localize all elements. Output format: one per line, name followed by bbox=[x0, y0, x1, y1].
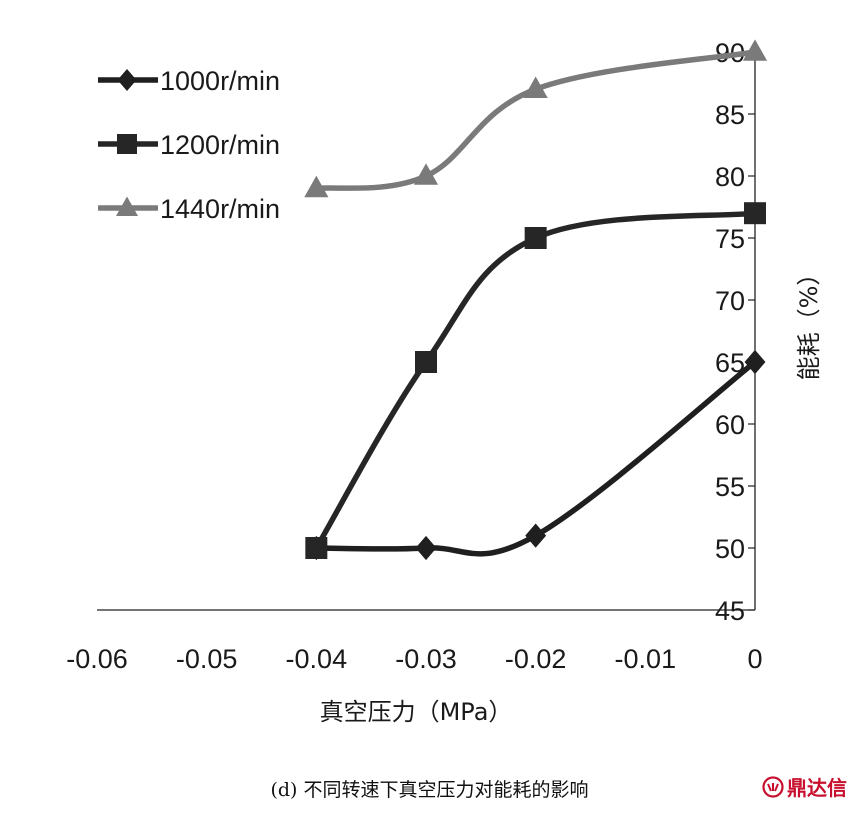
data-point-2-3 bbox=[742, 39, 768, 61]
data-point-1-2 bbox=[524, 227, 547, 249]
y-tick-label: 80 bbox=[715, 162, 745, 192]
data-point-2-2 bbox=[523, 76, 548, 98]
y-tick-label: 55 bbox=[715, 472, 745, 502]
series-line-0 bbox=[316, 359, 757, 557]
data-point-2-1 bbox=[413, 163, 439, 185]
data-point-0-3 bbox=[744, 349, 766, 375]
legend-marker-1 bbox=[117, 134, 137, 154]
x-axis-title: 真空压力（MPa） bbox=[320, 698, 513, 726]
x-tick-label: -0.05 bbox=[176, 644, 238, 674]
y-tick-label: 70 bbox=[715, 286, 745, 316]
watermark: 鼎达信 bbox=[762, 772, 847, 801]
y-tick-label: 45 bbox=[715, 596, 745, 626]
y-axis-title: 能耗（%） bbox=[795, 262, 823, 381]
data-point-1-3 bbox=[744, 202, 766, 225]
series-line-1 bbox=[313, 210, 756, 550]
x-tick-label: 0 bbox=[747, 644, 762, 674]
y-tick-label: 50 bbox=[715, 534, 745, 564]
x-tick-label: -0.06 bbox=[66, 644, 128, 674]
legend-label-2: 1440r/min bbox=[160, 194, 280, 224]
y-tick-label: 85 bbox=[715, 100, 745, 130]
watermark-text: 鼎达信 bbox=[787, 776, 847, 800]
legend-label-0: 1000r/min bbox=[160, 66, 280, 96]
legend-marker-0 bbox=[117, 69, 137, 91]
x-tick-label: -0.04 bbox=[286, 644, 348, 674]
x-tick-label: -0.01 bbox=[615, 644, 677, 674]
figure-caption: (d) 不同转速下真空压力对能耗的影响 bbox=[270, 779, 589, 801]
x-tick-label: -0.02 bbox=[505, 644, 567, 674]
data-point-0-2 bbox=[525, 523, 547, 548]
y-tick-label: 60 bbox=[715, 410, 745, 440]
y-tick-label: 75 bbox=[715, 224, 745, 254]
data-point-0-1 bbox=[415, 535, 437, 561]
legend-marker-2 bbox=[116, 196, 138, 216]
data-point-1-1 bbox=[415, 351, 437, 373]
data-point-1-0 bbox=[305, 537, 328, 559]
data-point-2-0 bbox=[304, 175, 329, 198]
logo-icon bbox=[762, 775, 784, 798]
series-line-2 bbox=[316, 49, 756, 192]
legend-label-1: 1200r/min bbox=[160, 130, 280, 160]
x-tick-label: -0.03 bbox=[395, 644, 457, 674]
